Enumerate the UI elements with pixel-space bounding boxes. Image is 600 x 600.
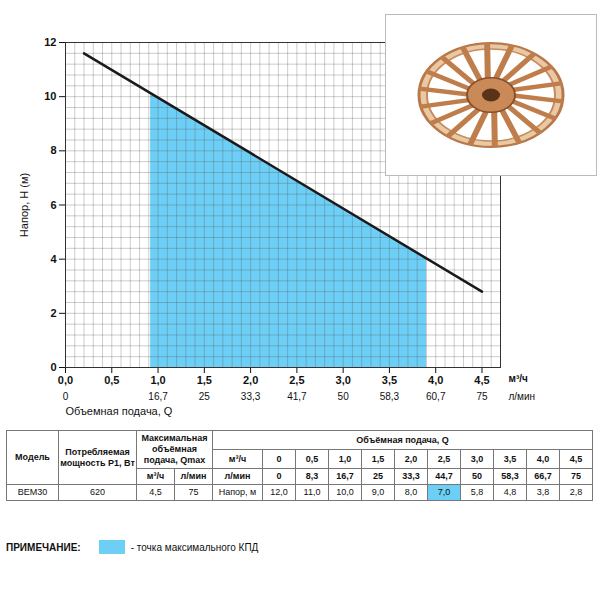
html-text:58,3: 58,3 (501, 471, 519, 481)
html-text:3,0: 3,0 (470, 453, 484, 464)
svg-text:50: 50 (338, 391, 350, 402)
svg-text:10: 10 (44, 90, 56, 102)
svg-text:м³/ч: м³/ч (509, 373, 529, 384)
svg-text:60,7: 60,7 (426, 391, 446, 402)
html-text:2,0: 2,0 (404, 453, 418, 464)
svg-text:33,3: 33,3 (241, 391, 261, 402)
svg-text:1,0: 1,0 (150, 374, 165, 386)
html-text:10,0: 10,0 (336, 487, 354, 497)
svg-text:0: 0 (63, 391, 69, 402)
html-text:м³/ч: м³/ч (146, 471, 165, 481)
html-text:Объёмная подача, Q: Объёмная подача, Q (356, 434, 449, 445)
html-text:BEM30: BEM30 (17, 487, 48, 497)
html-text:3,5: 3,5 (503, 453, 517, 464)
html-text:0: 0 (276, 453, 282, 464)
svg-text:л/мин: л/мин (509, 391, 536, 402)
svg-text:2,5: 2,5 (289, 374, 304, 386)
html-text:л/мин: л/мин (224, 471, 251, 481)
html-text:4,5: 4,5 (149, 487, 162, 497)
html-text:м³/ч: м³/ч (228, 453, 247, 464)
svg-text:4,5: 4,5 (474, 374, 489, 386)
html-text:ПРИМЕЧАНИЕ:: ПРИМЕЧАНИЕ: (6, 541, 81, 553)
html-text:66,7: 66,7 (534, 471, 552, 481)
html-text:3,8: 3,8 (536, 487, 550, 497)
svg-text:3,0: 3,0 (336, 374, 351, 386)
svg-text:4,0: 4,0 (428, 374, 443, 386)
svg-text:12: 12 (44, 36, 56, 48)
html-text:1,0: 1,0 (338, 453, 352, 464)
html-text:4,5: 4,5 (569, 453, 583, 464)
html-text:25: 25 (373, 471, 383, 481)
html-text:- точка максимального КПД: - точка максимального КПД (130, 541, 259, 553)
svg-text:75: 75 (476, 391, 488, 402)
svg-text:2,0: 2,0 (243, 374, 258, 386)
svg-text:0,5: 0,5 (104, 374, 119, 386)
svg-text:2: 2 (50, 307, 56, 319)
html-text:л/мин: л/мин (180, 471, 207, 481)
html-text:Потребляемая мощность P1, Вт: Потребляемая мощность P1, Вт (60, 446, 135, 468)
svg-text:8: 8 (50, 144, 56, 156)
html-text:5,8: 5,8 (470, 487, 484, 497)
html-text:8,0: 8,0 (404, 487, 418, 497)
html-text:33,3: 33,3 (402, 471, 420, 481)
html-text:9,0: 9,0 (371, 487, 385, 497)
svg-text:16,7: 16,7 (148, 391, 168, 402)
svg-text:0: 0 (50, 361, 56, 373)
html-text:44,7: 44,7 (435, 471, 453, 481)
svg-text:25: 25 (199, 391, 211, 402)
html-text:0,5: 0,5 (305, 453, 319, 464)
html-text:16,7: 16,7 (336, 471, 354, 481)
html-text:Напор, м: Напор, м (218, 487, 257, 497)
svg-text:Напор, H (м): Напор, H (м) (18, 173, 30, 237)
html-text:2,5: 2,5 (437, 453, 451, 464)
html-text:7,0: 7,0 (437, 487, 451, 497)
html-text:2,8: 2,8 (569, 487, 583, 497)
html-text:620: 620 (90, 487, 105, 497)
svg-text:3,5: 3,5 (382, 374, 397, 386)
svg-text:1,5: 1,5 (197, 374, 212, 386)
html-text:4,0: 4,0 (536, 453, 550, 464)
svg-text:41,7: 41,7 (287, 391, 307, 402)
html-text:Максимальная объёмная подача,: Максимальная объёмная подача, Qmax (141, 433, 208, 465)
svg-text:0,0: 0,0 (58, 374, 73, 386)
svg-text:Объемная подача, Q: Объемная подача, Q (66, 405, 173, 417)
html-text:50: 50 (472, 471, 482, 481)
svg-text:4: 4 (50, 253, 57, 265)
html-text:Модель: Модель (15, 452, 50, 462)
html-text:0: 0 (276, 471, 282, 481)
html-text:4,8: 4,8 (503, 487, 517, 497)
html-text:11,0: 11,0 (303, 487, 321, 497)
html-text:8,3: 8,3 (305, 471, 319, 481)
svg-text:58,3: 58,3 (380, 391, 400, 402)
svg-text:6: 6 (50, 199, 56, 211)
html-text:1,5: 1,5 (371, 453, 385, 464)
html-text:12,0: 12,0 (270, 487, 288, 497)
html-text:75: 75 (188, 487, 199, 497)
html-text:75: 75 (571, 471, 581, 481)
